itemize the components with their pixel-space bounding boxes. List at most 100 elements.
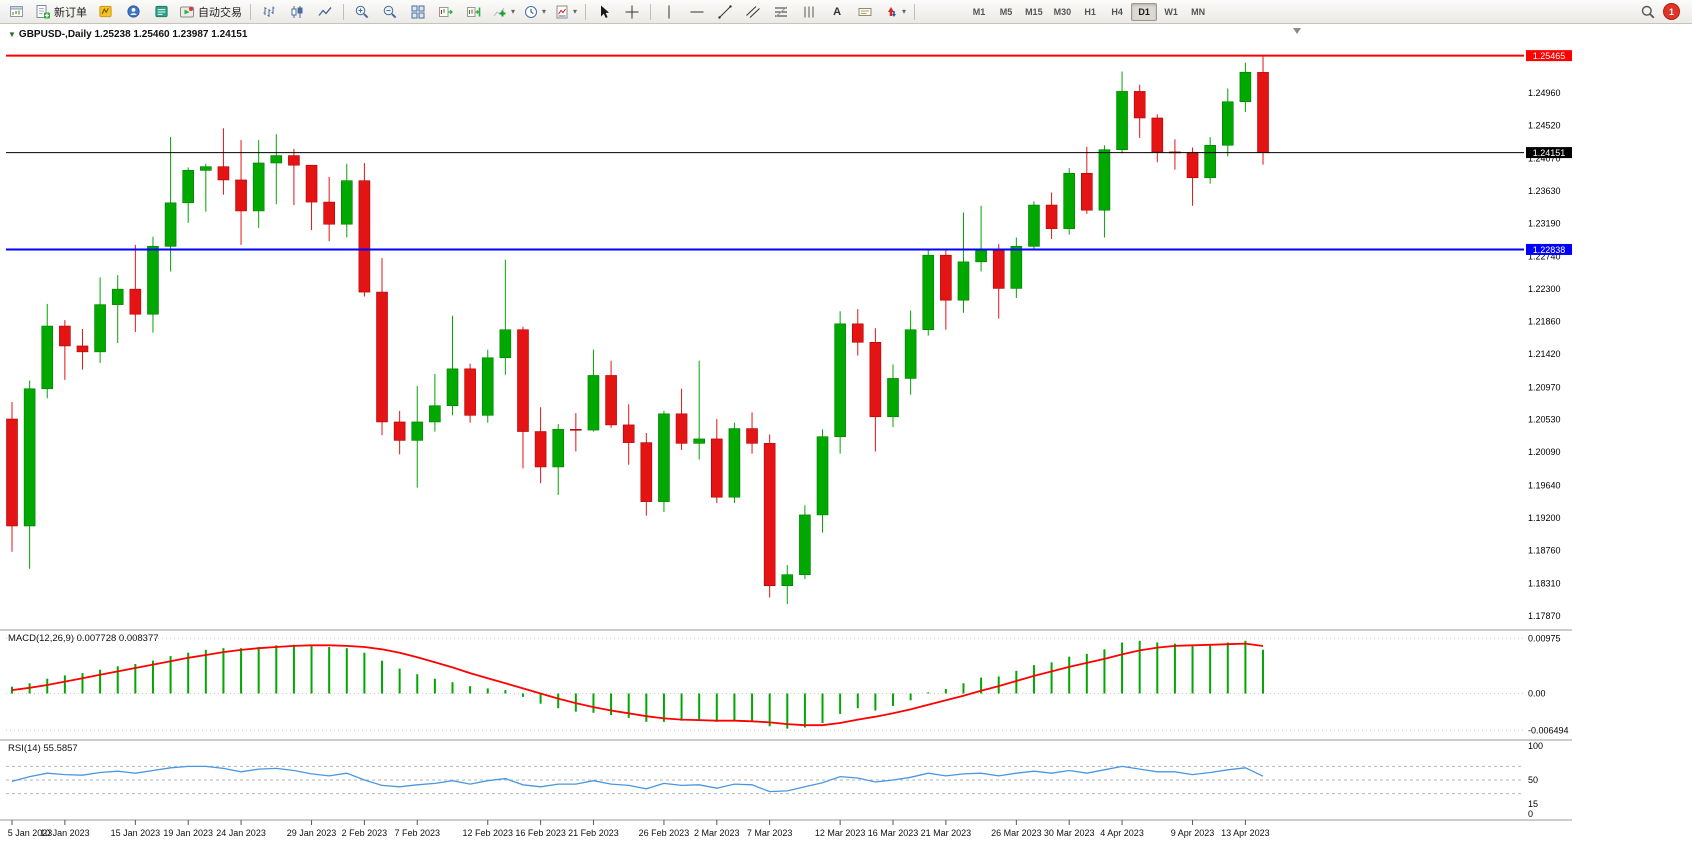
time-tick-label: 24 Jan 2023 bbox=[216, 828, 266, 838]
text-icon: A bbox=[833, 5, 842, 18]
timeframe-button-M1[interactable]: M1 bbox=[972, 6, 986, 17]
candlestick-chart-button[interactable] bbox=[284, 1, 310, 23]
macd-signal-line bbox=[11, 642, 1264, 727]
support-line-price-label: 1.22838 bbox=[1533, 245, 1566, 255]
candle-body bbox=[358, 180, 371, 293]
autotrading-button[interactable]: 自动交易 bbox=[176, 1, 245, 23]
candle-body bbox=[499, 329, 512, 359]
fibonacci-tool[interactable] bbox=[768, 1, 794, 23]
candle-body bbox=[851, 323, 864, 343]
templates-button[interactable]: ▾ bbox=[551, 1, 580, 23]
timeframe-button-M30[interactable]: M30 bbox=[1053, 6, 1072, 17]
new-chart-icon bbox=[9, 4, 25, 20]
terminal-button[interactable] bbox=[148, 1, 174, 23]
resistance-line-price-box bbox=[1526, 50, 1572, 62]
vertical-line-tool[interactable] bbox=[656, 1, 682, 23]
text-label-tool[interactable] bbox=[852, 1, 878, 23]
price-tick-label: 1.23630 bbox=[1528, 186, 1561, 196]
toolbar-separator bbox=[650, 3, 652, 20]
timeframe-button-W1[interactable]: W1 bbox=[1164, 6, 1178, 17]
candle-body bbox=[887, 378, 899, 418]
candle-body bbox=[111, 288, 124, 305]
text-label-icon bbox=[857, 4, 873, 20]
chart-shift-icon bbox=[466, 4, 482, 20]
candle-body bbox=[693, 438, 705, 444]
autotrading-label: 自动交易 bbox=[198, 6, 242, 19]
candle-body bbox=[6, 418, 18, 527]
chart-shift-marker[interactable] bbox=[1293, 28, 1301, 34]
tile-windows-button[interactable] bbox=[405, 1, 431, 23]
chart-shift-button[interactable] bbox=[461, 1, 487, 23]
channel-tool[interactable] bbox=[740, 1, 766, 23]
symbol-ohlc-text: GBPUSD-,Daily 1.25238 1.25460 1.23987 1.… bbox=[18, 29, 248, 40]
candle-body bbox=[992, 249, 1005, 289]
line-chart-button[interactable] bbox=[312, 1, 338, 23]
time-tick-label: 19 Jan 2023 bbox=[163, 828, 213, 838]
chevron-down-icon: ▾ bbox=[902, 6, 907, 16]
terminal-icon bbox=[154, 4, 169, 19]
bar-chart-button[interactable] bbox=[256, 1, 282, 23]
text-tool[interactable]: A bbox=[824, 1, 850, 23]
candle-body bbox=[1098, 149, 1111, 211]
arrows-tool[interactable]: ▾ bbox=[880, 1, 909, 23]
time-tick-label: 26 Mar 2023 bbox=[991, 828, 1042, 838]
candle-body bbox=[605, 375, 617, 426]
search-button[interactable] bbox=[1635, 1, 1661, 23]
candle-body bbox=[411, 421, 424, 441]
candle-body bbox=[534, 431, 547, 468]
zoom-out-button[interactable] bbox=[377, 1, 403, 23]
new-chart-button[interactable] bbox=[4, 1, 30, 23]
price-tick-label: 1.24070 bbox=[1528, 154, 1561, 164]
cursor-button[interactable] bbox=[591, 1, 617, 23]
candle-body bbox=[940, 254, 952, 301]
symbol-header: ▼ GBPUSD-,Daily 1.25238 1.25460 1.23987 1… bbox=[8, 29, 247, 40]
one-click-trading-arrow-icon[interactable]: ▼ bbox=[8, 30, 16, 39]
indicators-button[interactable]: ▾ bbox=[489, 1, 518, 23]
candle-body bbox=[288, 155, 300, 166]
auto-scroll-button[interactable] bbox=[433, 1, 459, 23]
periods-button[interactable]: ▾ bbox=[520, 1, 549, 23]
candle-body bbox=[393, 421, 406, 441]
resistance-line-price-label: 1.25465 bbox=[1533, 51, 1566, 61]
price-tick-label: 1.22300 bbox=[1528, 284, 1561, 294]
trendline-tool[interactable] bbox=[712, 1, 738, 23]
chart-canvas[interactable]: 1.254601.249601.245201.240701.236301.231… bbox=[0, 24, 1692, 847]
timeframe-button-H1[interactable]: H1 bbox=[1084, 6, 1096, 17]
candle-body bbox=[1081, 173, 1093, 211]
cycle-lines-tool[interactable] bbox=[796, 1, 822, 23]
tile-windows-icon bbox=[410, 4, 426, 20]
timeframe-button-D1[interactable]: D1 bbox=[1131, 2, 1158, 21]
candle-body bbox=[816, 436, 829, 516]
search-icon bbox=[1640, 4, 1656, 20]
vertical-line-icon bbox=[661, 4, 677, 20]
template-icon bbox=[554, 4, 570, 20]
trendline-icon bbox=[717, 4, 733, 20]
price-tick-label: 1.19200 bbox=[1528, 513, 1561, 523]
candle-body bbox=[41, 325, 54, 390]
price-tick-label: 1.23190 bbox=[1528, 218, 1561, 228]
price-tick-label: 1.20090 bbox=[1528, 447, 1561, 457]
navigator-button[interactable] bbox=[120, 1, 146, 23]
timeframe-button-M15[interactable]: M15 bbox=[1025, 6, 1043, 17]
timeframe-button-MN[interactable]: MN bbox=[1191, 6, 1206, 17]
data-window-button[interactable] bbox=[92, 1, 118, 23]
candle-body bbox=[305, 164, 318, 203]
crosshair-button[interactable] bbox=[619, 1, 645, 23]
candle-body bbox=[675, 413, 688, 444]
new-order-label: 新订单 bbox=[54, 6, 87, 19]
timeframe-button-M5[interactable]: M5 bbox=[999, 6, 1013, 17]
timeframe-button-H4[interactable]: H4 bbox=[1111, 6, 1123, 17]
notification-badge[interactable]: 1 bbox=[1663, 3, 1680, 20]
data-window-icon bbox=[98, 4, 113, 19]
zoom-in-button[interactable] bbox=[349, 1, 375, 23]
time-tick-label: 10 Jan 2023 bbox=[40, 828, 90, 838]
horizontal-line-tool[interactable] bbox=[684, 1, 710, 23]
candle-body bbox=[975, 249, 987, 263]
price-tick-label: 1.18760 bbox=[1528, 545, 1561, 555]
price-tick-label: 1.21420 bbox=[1528, 349, 1561, 359]
candle-body bbox=[1010, 246, 1023, 289]
new-order-button[interactable]: 新订单 bbox=[32, 1, 90, 23]
candle-body bbox=[94, 304, 106, 353]
time-tick-label: 13 Apr 2023 bbox=[1221, 828, 1270, 838]
time-tick-label: 16 Mar 2023 bbox=[868, 828, 919, 838]
